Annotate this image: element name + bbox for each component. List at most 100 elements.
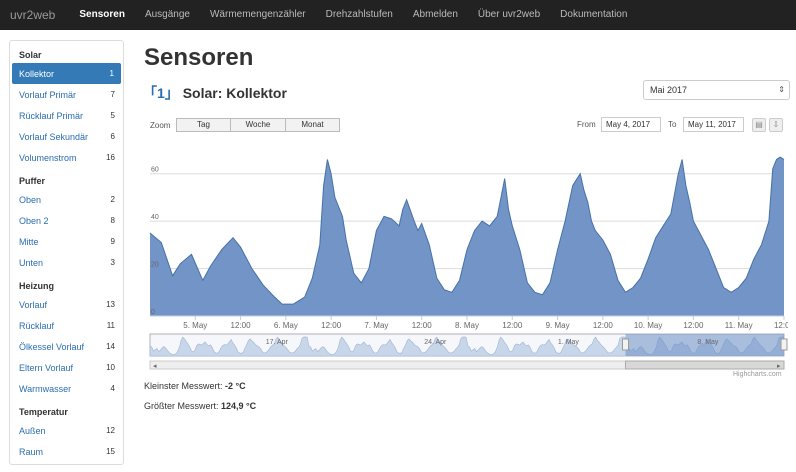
sidebar-item-label: Volumenstrom xyxy=(19,153,77,163)
sidebar-item-label: Vorlauf xyxy=(19,300,47,310)
from-date-input[interactable]: May 4, 2017 xyxy=(601,117,661,132)
sidebar-item-label: Oben xyxy=(19,195,41,205)
sidebar-item-count: 14 xyxy=(106,342,115,351)
x-tick-label: 12:00 xyxy=(502,321,523,330)
sidebar-item-raum[interactable]: Raum 15 xyxy=(10,441,123,462)
x-tick-label: 10. May xyxy=(634,321,662,330)
download-icon[interactable]: ⇩ xyxy=(769,118,783,132)
zoom-label: Zoom xyxy=(150,121,170,130)
highcharts-credits[interactable]: Highcharts.com xyxy=(733,371,782,378)
sidebar-item-count: 12 xyxy=(106,426,115,435)
temperature-area xyxy=(150,157,784,316)
sidebar-group-title: Solar xyxy=(10,48,123,63)
sidebar-item-warmwasser[interactable]: Warmwasser 4 xyxy=(10,378,123,399)
x-tick-label: 12:00 xyxy=(412,321,433,330)
sidebar-item-aussen[interactable]: Außen 12 xyxy=(10,420,123,441)
max-label: Größter Messwert: xyxy=(144,401,219,411)
zoom-week-button[interactable]: Woche xyxy=(230,118,286,132)
y-tick-label: 0 xyxy=(151,309,155,316)
sidebar-item-oben[interactable]: Oben 2 xyxy=(10,189,123,210)
navigator-label: 24. Apr xyxy=(424,339,447,346)
sidebar-item-count: 1 xyxy=(110,69,114,78)
sidebar-item-kollektor[interactable]: Kollektor 1 xyxy=(12,63,121,84)
sensor-heading: 「1」 Solar: Kollektor xyxy=(143,83,287,103)
sidebar-item-count: 16 xyxy=(106,153,115,162)
sidebar-item-eltern-vorlauf[interactable]: Eltern Vorlauf 10 xyxy=(10,357,123,378)
to-date-input[interactable]: May 11, 2017 xyxy=(683,117,744,132)
navigator-label: 17. Apr xyxy=(266,339,289,346)
sidebar-item-heizung-vorlauf[interactable]: Vorlauf 13 xyxy=(10,294,123,315)
sidebar-item-label: Kollektor xyxy=(19,69,54,79)
sidebar-item-label: Ölkessel Vorlauf xyxy=(19,342,84,352)
sidebar-item-unten[interactable]: Unten 3 xyxy=(10,252,123,273)
nav-ueber[interactable]: Über uvr2web xyxy=(468,0,550,30)
month-select-value: Mai 2017 xyxy=(650,85,687,95)
sidebar-item-vorlauf-primaer[interactable]: Vorlauf Primär 7 xyxy=(10,84,123,105)
top-navbar: uvr2web Sensoren Ausgänge Wärmemengenzäh… xyxy=(0,0,796,30)
sidebar-item-count: 8 xyxy=(111,216,115,225)
sidebar-item-label: Raum xyxy=(19,447,43,457)
x-tick-label: 6. May xyxy=(274,321,298,330)
nav-dokumentation[interactable]: Dokumentation xyxy=(550,0,637,30)
month-select[interactable]: Mai 2017 ⇕ xyxy=(643,80,790,100)
sidebar-item-label: Vorlauf Primär xyxy=(19,90,76,100)
x-tick-label: 12:00 xyxy=(231,321,252,330)
max-value: 124,9 °C xyxy=(221,401,256,411)
sidebar-item-count: 9 xyxy=(111,237,115,246)
nav-waermemengenzaehler[interactable]: Wärmemengenzähler xyxy=(200,0,316,30)
sidebar-item-oben-2[interactable]: Oben 2 8 xyxy=(10,210,123,231)
navigator-scrollbar-thumb xyxy=(626,361,785,369)
sensor-name: Solar: Kollektor xyxy=(183,85,287,101)
sidebar-item-count: 15 xyxy=(106,447,115,456)
nav-ausgaenge[interactable]: Ausgänge xyxy=(135,0,200,30)
sidebar-item-count: 2 xyxy=(111,195,115,204)
x-tick-label: 12:00 xyxy=(683,321,704,330)
temperature-chart[interactable]: 0 20 40 60 5. May 12:00 6. May 12:00 7. May 12:00… xyxy=(144,138,788,378)
sidebar-item-label: Außen xyxy=(19,426,46,436)
sidebar-item-count: 11 xyxy=(107,321,115,330)
x-tick-label: 8. May xyxy=(455,321,479,330)
from-label: From xyxy=(577,120,596,129)
print-icon[interactable]: ▤ xyxy=(752,118,766,132)
sidebar-item-count: 4 xyxy=(111,384,115,393)
select-arrows-icon: ⇕ xyxy=(778,81,785,99)
nav-drehzahlstufen[interactable]: Drehzahlstufen xyxy=(316,0,403,30)
y-tick-label: 60 xyxy=(151,167,159,174)
sidebar-item-count: 10 xyxy=(106,363,115,372)
sidebar-item-count: 3 xyxy=(111,258,115,267)
nav-sensoren[interactable]: Sensoren xyxy=(69,0,135,30)
sidebar-item-heizung-ruecklauf[interactable]: Rücklauf 11 xyxy=(10,315,123,336)
sidebar-item-vorlauf-sekundaer[interactable]: Vorlauf Sekundär 6 xyxy=(10,126,123,147)
navigator-label: 1. May xyxy=(558,339,580,346)
sidebar-item-volumenstrom[interactable]: Volumenstrom 16 xyxy=(10,147,123,168)
sidebar-item-label: Rücklauf Primär xyxy=(19,111,83,121)
x-tick-label: 9. May xyxy=(546,321,570,330)
y-tick-label: 40 xyxy=(151,214,159,221)
sidebar-item-count: 5 xyxy=(111,111,115,120)
min-value-line: Kleinster Messwert: -2 °C xyxy=(144,381,246,391)
nav-abmelden[interactable]: Abmelden xyxy=(403,0,468,30)
y-tick-label: 20 xyxy=(151,262,159,269)
sidebar-item-count: 6 xyxy=(111,132,115,141)
sidebar-item-oelkessel-vorlauf[interactable]: Ölkessel Vorlauf 14 xyxy=(10,336,123,357)
sidebar-item-ruecklauf-primaer[interactable]: Rücklauf Primär 5 xyxy=(10,105,123,126)
scroll-right-icon: ▸ xyxy=(777,362,781,370)
navigator-handle xyxy=(781,339,787,350)
sidebar-item-label: Eltern Vorlauf xyxy=(19,363,73,373)
sidebar-item-mitte[interactable]: Mitte 9 xyxy=(10,231,123,252)
sidebar-item-label: Warmwasser xyxy=(19,384,71,394)
sidebar-item-label: Mitte xyxy=(19,237,39,247)
x-tick-label: 5. May xyxy=(183,321,207,330)
brand-logo[interactable]: uvr2web xyxy=(0,8,69,22)
navigator-handle xyxy=(623,339,629,350)
zoom-day-button[interactable]: Tag xyxy=(176,118,231,132)
x-tick-label: 12:00 xyxy=(774,321,788,330)
to-label: To xyxy=(668,120,676,129)
sidebar-item-label: Unten xyxy=(19,258,43,268)
sidebar-item-count: 13 xyxy=(106,300,115,309)
zoom-month-button[interactable]: Monat xyxy=(285,118,340,132)
navigator-label: 8. May xyxy=(697,339,719,346)
sidebar-item-count: 7 xyxy=(111,90,115,99)
scroll-left-icon: ◂ xyxy=(153,362,157,370)
min-value: -2 °C xyxy=(225,381,246,391)
